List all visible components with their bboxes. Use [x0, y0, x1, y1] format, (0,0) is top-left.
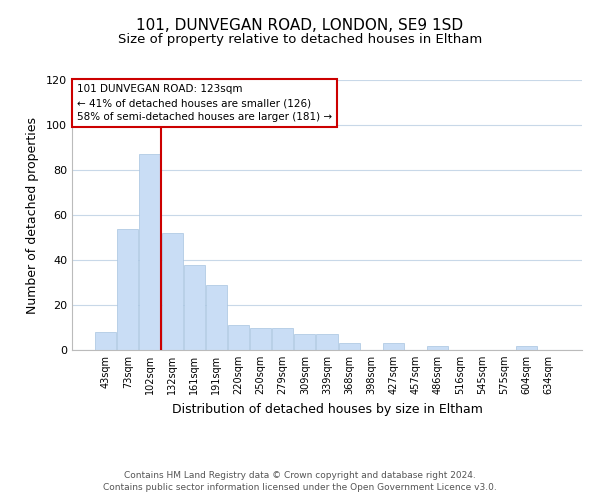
Bar	[139, 154, 160, 350]
X-axis label: Distribution of detached houses by size in Eltham: Distribution of detached houses by size …	[172, 402, 482, 415]
Bar	[338, 344, 359, 350]
Bar	[515, 346, 536, 350]
Bar	[184, 264, 205, 350]
Bar	[295, 334, 316, 350]
Text: 101 DUNVEGAN ROAD: 123sqm
← 41% of detached houses are smaller (126)
58% of semi: 101 DUNVEGAN ROAD: 123sqm ← 41% of detac…	[77, 84, 332, 122]
Bar	[272, 328, 293, 350]
Bar	[250, 328, 271, 350]
Bar	[161, 233, 182, 350]
Bar	[427, 346, 448, 350]
Bar	[206, 285, 227, 350]
Bar	[316, 334, 338, 350]
Text: Size of property relative to detached houses in Eltham: Size of property relative to detached ho…	[118, 32, 482, 46]
Text: 101, DUNVEGAN ROAD, LONDON, SE9 1SD: 101, DUNVEGAN ROAD, LONDON, SE9 1SD	[136, 18, 464, 32]
Y-axis label: Number of detached properties: Number of detached properties	[26, 116, 39, 314]
Bar	[118, 228, 139, 350]
Bar	[228, 326, 249, 350]
Bar	[95, 332, 116, 350]
Bar	[383, 344, 404, 350]
Text: Contains HM Land Registry data © Crown copyright and database right 2024.
Contai: Contains HM Land Registry data © Crown c…	[103, 471, 497, 492]
